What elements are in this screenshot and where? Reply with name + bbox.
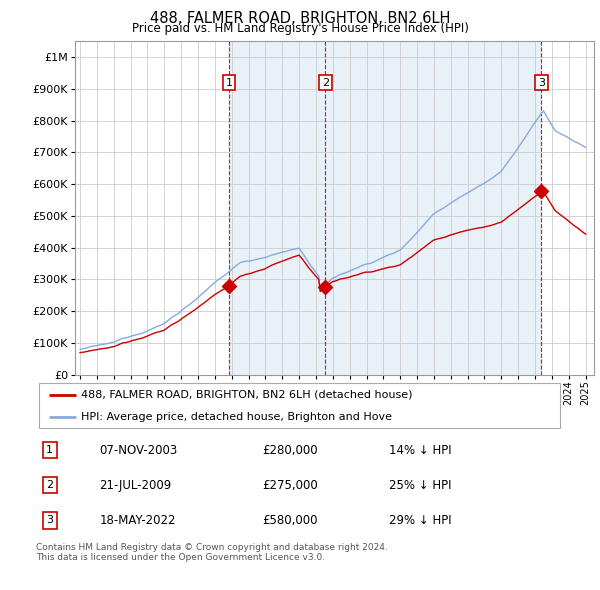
Text: 3: 3 xyxy=(46,515,53,525)
Text: 29% ↓ HPI: 29% ↓ HPI xyxy=(389,514,452,527)
Text: 07-NOV-2003: 07-NOV-2003 xyxy=(100,444,178,457)
Text: 2: 2 xyxy=(322,77,329,87)
Text: Price paid vs. HM Land Registry's House Price Index (HPI): Price paid vs. HM Land Registry's House … xyxy=(131,22,469,35)
Text: £580,000: £580,000 xyxy=(262,514,318,527)
Text: 488, FALMER ROAD, BRIGHTON, BN2 6LH (detached house): 488, FALMER ROAD, BRIGHTON, BN2 6LH (det… xyxy=(81,389,412,399)
Text: £275,000: £275,000 xyxy=(262,478,318,491)
Text: 488, FALMER ROAD, BRIGHTON, BN2 6LH: 488, FALMER ROAD, BRIGHTON, BN2 6LH xyxy=(150,11,450,25)
Text: 25% ↓ HPI: 25% ↓ HPI xyxy=(389,478,452,491)
Text: 18-MAY-2022: 18-MAY-2022 xyxy=(100,514,176,527)
Text: 3: 3 xyxy=(538,77,545,87)
Text: 21-JUL-2009: 21-JUL-2009 xyxy=(100,478,172,491)
Text: Contains HM Land Registry data © Crown copyright and database right 2024.
This d: Contains HM Land Registry data © Crown c… xyxy=(36,543,388,562)
Text: 2: 2 xyxy=(46,480,53,490)
Text: £280,000: £280,000 xyxy=(262,444,318,457)
Text: HPI: Average price, detached house, Brighton and Hove: HPI: Average price, detached house, Brig… xyxy=(81,412,392,422)
Bar xyxy=(229,41,541,375)
Text: 1: 1 xyxy=(226,77,233,87)
Text: 1: 1 xyxy=(46,445,53,455)
FancyBboxPatch shape xyxy=(38,383,560,428)
Text: 14% ↓ HPI: 14% ↓ HPI xyxy=(389,444,452,457)
